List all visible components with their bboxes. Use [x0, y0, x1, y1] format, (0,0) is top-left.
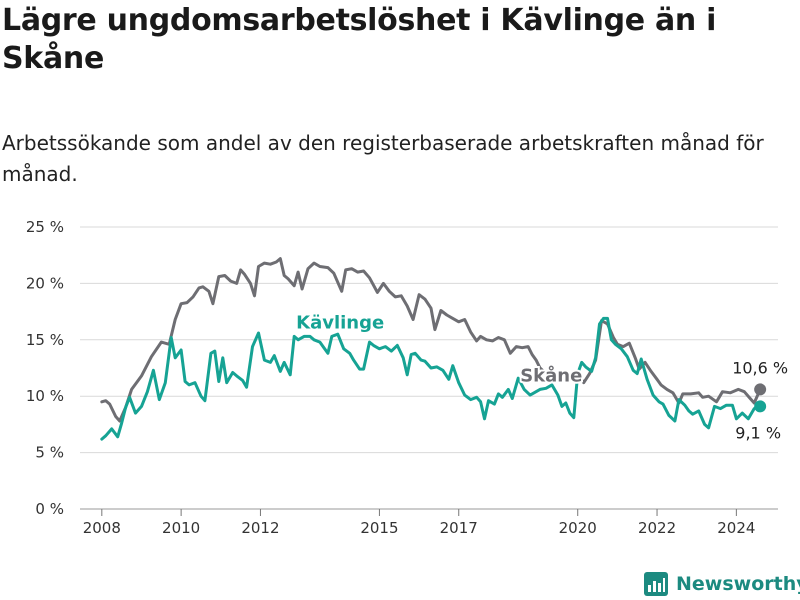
- x-tick-label: 2010: [162, 519, 200, 535]
- series-lines: [100, 257, 767, 441]
- series-labels: Kävlinge Skåne 10,6 % 9,1 %: [294, 311, 790, 445]
- end-point-kävlinge: [754, 400, 767, 413]
- x-tick-label: 2020: [559, 519, 597, 535]
- end-value-label-kavlinge: 9,1 %: [735, 423, 781, 442]
- x-tick-label: 2012: [241, 519, 279, 535]
- grid-lines: [80, 226, 778, 510]
- x-tick-label: 2008: [83, 519, 121, 535]
- y-tick-label: 5 %: [35, 444, 64, 462]
- line-chart: 0 %5 %10 %15 %20 %25 % 2008 2010 2012 2015 2…: [26, 218, 790, 535]
- x-tick-label: 2015: [360, 519, 398, 535]
- brand: Newsworthy: [644, 568, 800, 600]
- series-label-skane: Skåne: [520, 365, 582, 387]
- y-axis: 0 % 5 % 10 % 15 % 20 % 25 %: [26, 218, 64, 518]
- y-tick-label: 25 %: [26, 218, 64, 236]
- end-value-label-skane: 10,6 %: [732, 358, 788, 377]
- x-tick-label: 2017: [440, 519, 478, 535]
- brand-name: Newsworthy: [676, 573, 800, 595]
- chart-subtitle: Arbetssökande som andel av den registerb…: [2, 131, 764, 186]
- y-tick-label: 20 %: [26, 274, 64, 292]
- y-tick-label: 10 %: [26, 387, 64, 405]
- x-axis: 2008 2010 2012 2015 2017 2020 2022 2024: [83, 509, 755, 535]
- newsworthy-logo-icon: [644, 572, 668, 596]
- y-tick-label: 0 %: [35, 500, 64, 518]
- chart-title: Lägre ungdomsarbetslöshet i Kävlinge än …: [2, 3, 717, 76]
- series-line-kävlinge: [100, 316, 762, 441]
- series-line-skåne: [100, 257, 762, 423]
- x-tick-label: 2022: [638, 519, 676, 535]
- x-tick-label: 2024: [717, 519, 755, 535]
- end-point-skåne: [754, 383, 767, 396]
- y-tick-label: 15 %: [26, 331, 64, 349]
- series-label-kavlinge: Kävlinge: [296, 313, 384, 334]
